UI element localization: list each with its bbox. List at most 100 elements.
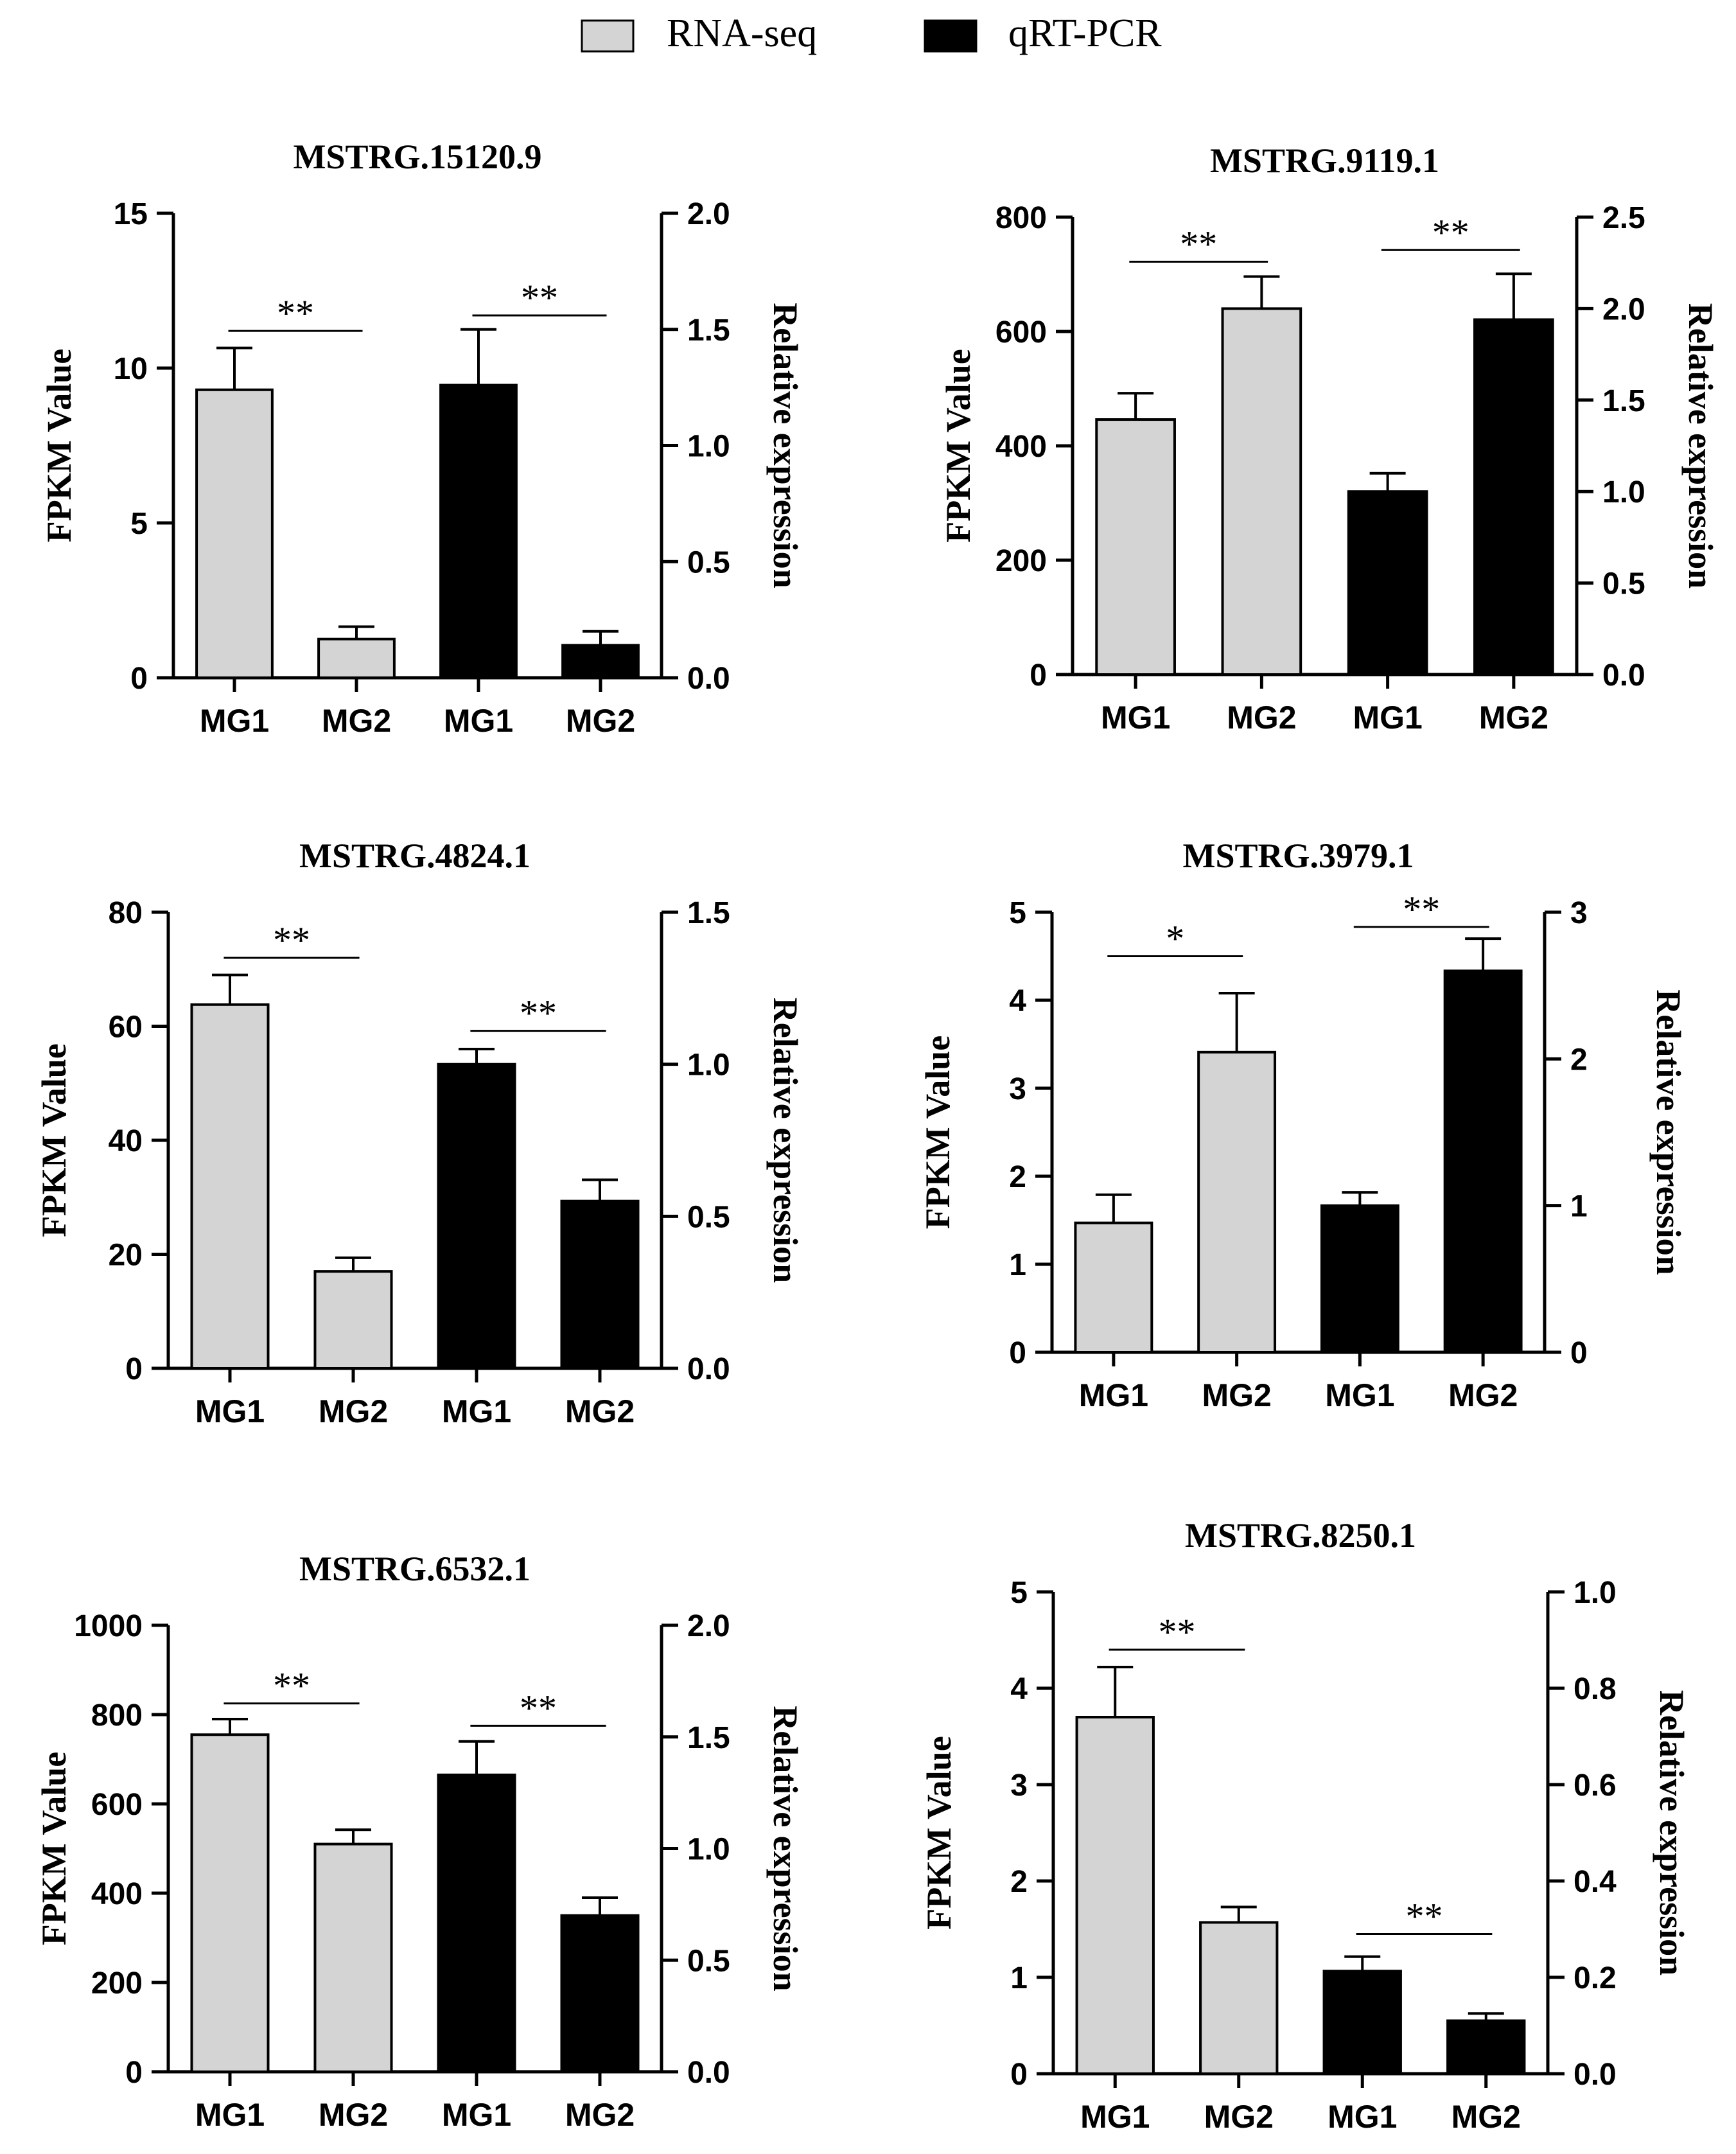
x-tick-label: MG2 (1451, 2099, 1521, 2135)
chart-title: MSTRG.4824.1 (299, 836, 530, 875)
right-tick-label: 0.2 (1574, 1961, 1617, 1995)
bar-rna-seq (317, 637, 396, 679)
right-tick-label: 0.0 (1602, 658, 1645, 693)
right-tick-label: 2.0 (1602, 292, 1645, 326)
bar-rna-seq (1095, 418, 1176, 676)
bar-rna-seq (313, 1270, 393, 1370)
chart-title: MSTRG.3979.1 (1182, 836, 1414, 875)
left-tick-label: 4 (1009, 984, 1026, 1018)
legend-swatch-rna-seq (581, 19, 635, 53)
right-tick-label: 3 (1570, 896, 1588, 930)
left-tick-label: 2 (1009, 1160, 1026, 1194)
significance-label: ** (1180, 223, 1217, 265)
x-tick-label: MG2 (565, 2097, 635, 2133)
bar-qrt-pcr (1322, 1970, 1402, 2075)
chart-panel: MSTRG.6532.1 0 200 400 600 800 1000 0.0 0.5 1.0 1.… (35, 1549, 805, 2133)
significance-label: ** (273, 919, 310, 961)
left-tick-label: 5 (1009, 896, 1026, 930)
left-tick-label: 4 (1010, 1672, 1028, 1706)
chart-panel: MSTRG.8250.1 0 1 2 3 4 5 0.0 0.2 0.4 0.6 0.8 1.0 FPKM… (920, 1516, 1691, 2135)
y2-axis-label: Relative expression (766, 303, 805, 588)
x-tick-label: MG1 (444, 703, 513, 739)
left-tick-label: 5 (1010, 1576, 1028, 1610)
left-tick-label: 1 (1010, 1961, 1028, 1995)
x-tick-label: MG2 (1227, 700, 1296, 736)
bar-qrt-pcr (561, 644, 640, 680)
x-tick-label: MG2 (566, 703, 635, 739)
x-tick-label: MG2 (1448, 1377, 1518, 1413)
bar-qrt-pcr (560, 1914, 640, 2073)
x-tick-label: MG1 (1080, 2099, 1150, 2135)
y2-axis-label: Relative expression (1681, 303, 1720, 588)
right-tick-label: 1.0 (1602, 475, 1645, 509)
left-tick-label: 3 (1009, 1072, 1026, 1106)
significance-label: ** (521, 277, 558, 319)
right-tick-label: 0.8 (1574, 1672, 1617, 1706)
x-tick-label: MG2 (565, 1393, 635, 1429)
left-tick-label: 20 (109, 1239, 143, 1273)
left-tick-label: 5 (130, 507, 148, 541)
right-tick-label: 0.0 (687, 2056, 730, 2090)
x-tick-label: MG1 (195, 2097, 265, 2133)
x-tick-label: MG2 (1479, 700, 1548, 736)
left-tick-label: 1000 (74, 1609, 143, 1643)
y-axis-label: FPKM Value (35, 1752, 73, 1946)
bar-rna-seq (1197, 1050, 1277, 1354)
left-tick-label: 400 (91, 1877, 143, 1911)
right-tick-label: 1.5 (687, 313, 730, 348)
legend-label-rna-seq: RNA-seq (667, 12, 817, 55)
x-tick-label: MG1 (1079, 1377, 1148, 1413)
right-tick-label: 1.0 (687, 1833, 730, 1867)
bar-qrt-pcr (437, 1063, 516, 1370)
legend-label-qrt-pcr: qRT-PCR (1008, 12, 1162, 55)
right-tick-label: 0.6 (1574, 1769, 1617, 1803)
left-tick-label: 0 (130, 662, 148, 696)
right-tick-label: 2.0 (687, 197, 730, 231)
y2-axis-label: Relative expression (1649, 989, 1688, 1275)
x-tick-label: MG2 (1202, 1377, 1271, 1413)
left-tick-label: 40 (109, 1124, 143, 1158)
right-tick-label: 1.5 (1602, 384, 1645, 418)
x-tick-label: MG2 (1204, 2099, 1274, 2135)
significance-label: ** (1406, 1896, 1443, 1938)
right-tick-label: 1.0 (687, 430, 730, 464)
bar-qrt-pcr (1473, 318, 1554, 676)
bar-rna-seq (190, 1003, 270, 1370)
legend: RNA-seq qRT-PCR (581, 12, 1162, 55)
right-tick-label: 0.4 (1574, 1865, 1617, 1899)
right-tick-label: 0.0 (687, 662, 730, 696)
chart-panel: MSTRG.15120.9 0 5 10 15 0.0 0.5 1.0 1.5 2.0 FPKM V… (40, 137, 805, 739)
x-tick-label: MG1 (1353, 700, 1422, 736)
left-tick-label: 0 (125, 2056, 143, 2090)
y-axis-label: FPKM Value (939, 349, 978, 543)
bar-qrt-pcr (1320, 1204, 1399, 1354)
significance-label: ** (520, 1687, 557, 1729)
right-tick-label: 0.5 (1602, 567, 1645, 601)
left-tick-label: 0 (1010, 2058, 1028, 2092)
right-tick-label: 2.5 (1602, 201, 1645, 235)
chart-title: MSTRG.6532.1 (299, 1549, 530, 1588)
left-tick-label: 0 (125, 1352, 143, 1386)
left-tick-label: 800 (995, 201, 1047, 235)
left-tick-label: 0 (1009, 1336, 1026, 1370)
x-tick-label: MG1 (200, 703, 269, 739)
bar-rna-seq (190, 1733, 270, 2073)
bar-rna-seq (313, 1842, 393, 2074)
y2-axis-label: Relative expression (766, 998, 805, 1283)
x-tick-label: MG1 (1328, 2099, 1397, 2135)
right-tick-label: 0.5 (687, 545, 730, 579)
left-tick-label: 1 (1009, 1248, 1026, 1282)
right-tick-label: 2 (1570, 1043, 1588, 1077)
left-tick-label: 400 (995, 430, 1047, 464)
right-tick-label: 0.0 (687, 1352, 730, 1386)
x-tick-label: MG2 (319, 1393, 388, 1429)
y-axis-label: FPKM Value (35, 1043, 73, 1237)
left-tick-label: 600 (995, 315, 1047, 349)
legend-swatch-qrt-pcr (924, 19, 978, 53)
bar-qrt-pcr (1347, 490, 1428, 676)
y-axis-label: FPKM Value (918, 1036, 957, 1230)
bar-rna-seq (195, 388, 274, 679)
bar-qrt-pcr (1443, 969, 1523, 1354)
chart-title: MSTRG.15120.9 (293, 137, 541, 176)
